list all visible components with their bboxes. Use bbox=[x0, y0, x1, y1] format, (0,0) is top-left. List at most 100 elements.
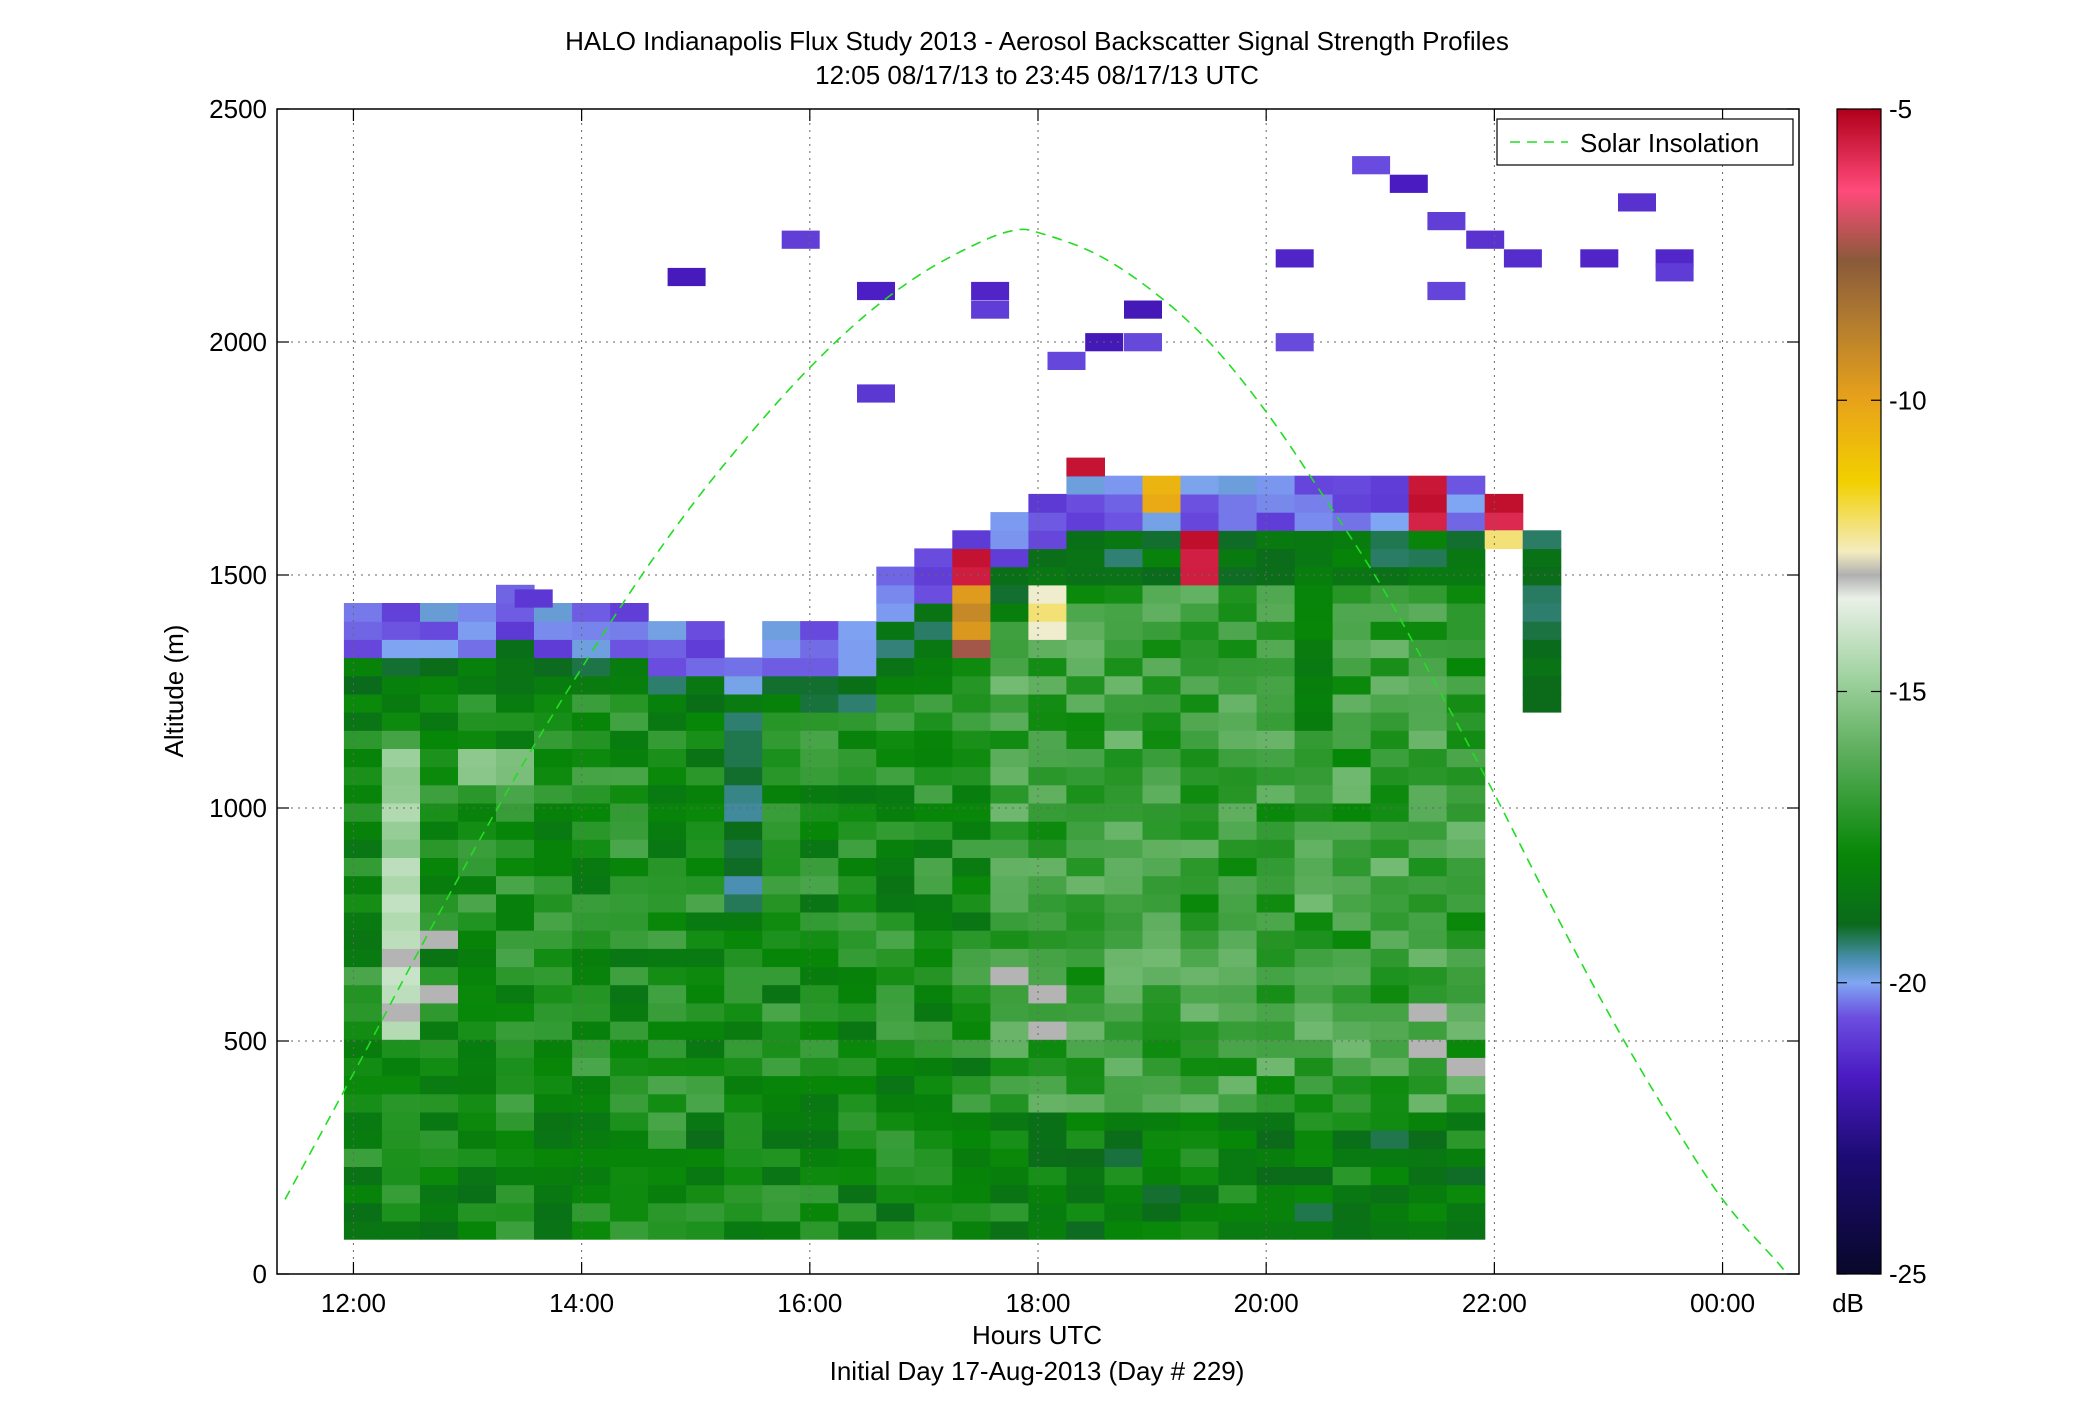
heatmap-cell bbox=[990, 584, 1029, 604]
heatmap-cell bbox=[458, 748, 497, 768]
heatmap-cell bbox=[610, 657, 649, 677]
heatmap-cell bbox=[1370, 621, 1410, 640]
heatmap-cell bbox=[838, 1093, 877, 1113]
heatmap-cell bbox=[1370, 603, 1410, 622]
heatmap-cell bbox=[800, 1039, 839, 1058]
heatmap-cell bbox=[1332, 566, 1372, 586]
heatmap-cell bbox=[1446, 1057, 1486, 1077]
heatmap-cell bbox=[1218, 821, 1258, 840]
heatmap-cell bbox=[1066, 475, 1105, 495]
heatmap-cell bbox=[1142, 657, 1182, 677]
heatmap-cell bbox=[762, 1002, 801, 1022]
heatmap-cell bbox=[876, 584, 915, 604]
heatmap-cell bbox=[572, 766, 611, 786]
heatmap-cell bbox=[1104, 1039, 1143, 1058]
heatmap-cell bbox=[1446, 821, 1486, 840]
heatmap-cell bbox=[1066, 457, 1105, 477]
heatmap-cell bbox=[1142, 1166, 1182, 1186]
heatmap-cell bbox=[458, 1021, 497, 1040]
heatmap-cell bbox=[534, 748, 573, 768]
heatmap-cell bbox=[686, 948, 725, 968]
heatmap-cell bbox=[990, 1075, 1029, 1095]
heatmap-cell bbox=[572, 857, 611, 877]
heatmap-cell bbox=[343, 675, 383, 695]
heatmap-cell bbox=[610, 911, 649, 931]
heatmap-cell bbox=[610, 1166, 649, 1186]
heatmap-cell bbox=[1142, 693, 1182, 713]
heatmap-cell bbox=[914, 930, 953, 949]
heatmap-cell bbox=[800, 621, 839, 640]
heatmap-cell bbox=[914, 1057, 953, 1077]
heatmap-cell bbox=[1408, 1021, 1448, 1040]
heatmap-cell bbox=[1256, 548, 1296, 568]
heatmap-cell bbox=[610, 621, 649, 640]
heatmap-cell-sparse bbox=[1275, 333, 1314, 352]
heatmap-cell bbox=[1408, 857, 1448, 877]
heatmap-cell bbox=[1370, 548, 1410, 568]
heatmap-cell bbox=[1446, 475, 1486, 495]
heatmap-cell bbox=[1294, 621, 1334, 640]
heatmap-cell bbox=[876, 893, 915, 913]
heatmap-cell bbox=[381, 603, 421, 622]
heatmap-cell bbox=[990, 802, 1029, 822]
heatmap-cell bbox=[1218, 893, 1258, 913]
heatmap-cell bbox=[610, 766, 649, 786]
heatmap-cell bbox=[496, 784, 535, 804]
heatmap-cell bbox=[876, 1220, 915, 1240]
heatmap-cell bbox=[990, 675, 1029, 695]
heatmap-cell bbox=[343, 893, 383, 913]
heatmap-cell bbox=[1142, 1039, 1182, 1058]
heatmap-cell bbox=[1446, 839, 1486, 858]
heatmap-cell bbox=[1066, 712, 1105, 731]
heatmap-cell bbox=[1446, 966, 1486, 986]
heatmap-cell bbox=[1294, 1111, 1334, 1131]
heatmap-cell bbox=[1180, 966, 1220, 986]
heatmap-cell bbox=[381, 1093, 421, 1113]
heatmap-cell bbox=[572, 784, 611, 804]
heatmap-cell bbox=[1218, 857, 1258, 877]
heatmap-cell bbox=[1332, 821, 1372, 840]
heatmap-cell bbox=[762, 966, 801, 986]
heatmap-cell bbox=[496, 930, 535, 949]
heatmap-cell bbox=[1028, 675, 1067, 695]
heatmap-cell bbox=[648, 821, 687, 840]
heatmap-cell bbox=[1066, 839, 1105, 858]
heatmap-cell bbox=[610, 784, 649, 804]
heatmap-cell bbox=[1104, 1111, 1143, 1131]
heatmap-cell bbox=[1066, 1075, 1105, 1095]
heatmap-cell bbox=[1408, 493, 1448, 513]
heatmap-cell bbox=[610, 966, 649, 986]
heatmap-cell bbox=[1028, 766, 1067, 786]
heatmap-cell bbox=[420, 730, 459, 749]
heatmap-cell bbox=[1180, 1220, 1220, 1240]
heatmap-cell bbox=[1370, 493, 1410, 513]
heatmap-cell bbox=[686, 857, 725, 877]
heatmap-cell bbox=[952, 712, 991, 731]
heatmap-cell bbox=[610, 675, 649, 695]
heatmap-cell bbox=[1408, 875, 1448, 895]
heatmap-cell bbox=[1066, 1111, 1105, 1131]
heatmap-cell bbox=[800, 1166, 839, 1186]
heatmap-cell bbox=[686, 1202, 725, 1222]
heatmap-cell bbox=[1104, 875, 1143, 895]
heatmap-cell bbox=[1370, 1202, 1410, 1222]
heatmap-cell bbox=[990, 1111, 1029, 1131]
heatmap-cell-sparse bbox=[1655, 263, 1694, 282]
heatmap-cell bbox=[1104, 1184, 1143, 1204]
heatmap-cell bbox=[1218, 1075, 1258, 1095]
heatmap-cell bbox=[1332, 1111, 1372, 1131]
heatmap-cell bbox=[1370, 984, 1410, 1004]
heatmap-cell bbox=[876, 1002, 915, 1022]
heatmap-cell bbox=[952, 930, 991, 949]
heatmap-cell bbox=[1028, 639, 1067, 659]
heatmap-cell bbox=[762, 1057, 801, 1077]
heatmap-cell bbox=[838, 784, 877, 804]
heatmap-cell bbox=[1066, 1130, 1105, 1149]
heatmap-cell bbox=[572, 1093, 611, 1113]
heatmap-cell bbox=[496, 1057, 535, 1077]
heatmap-cell bbox=[1370, 1220, 1410, 1240]
heatmap-cell bbox=[914, 621, 953, 640]
heatmap-cell bbox=[381, 1021, 421, 1040]
heatmap-cell bbox=[1294, 1057, 1334, 1077]
heatmap-cell bbox=[1028, 1148, 1067, 1167]
